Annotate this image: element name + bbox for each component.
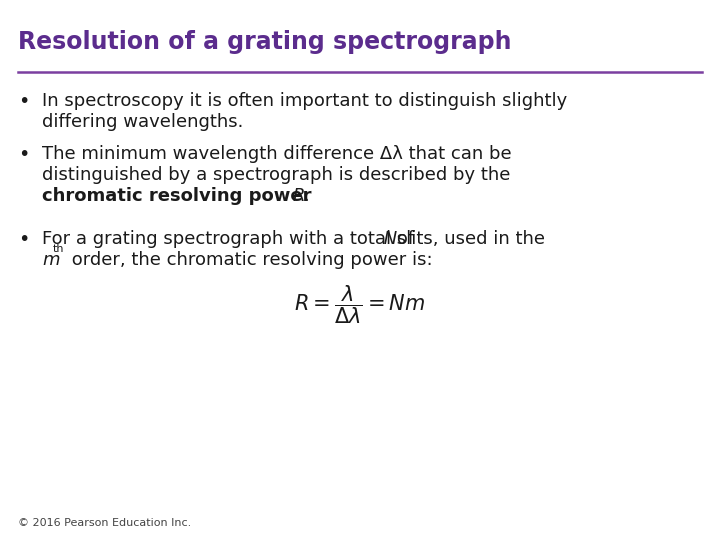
Text: The minimum wavelength difference Δλ that can be: The minimum wavelength difference Δλ tha… <box>42 145 512 163</box>
Text: •: • <box>18 230 30 249</box>
Text: •: • <box>18 145 30 164</box>
Text: For a grating spectrograph with a total of: For a grating spectrograph with a total … <box>42 230 414 248</box>
Text: th: th <box>53 244 65 254</box>
Text: slits, used in the: slits, used in the <box>391 230 545 248</box>
Text: m: m <box>42 251 60 269</box>
Text: chromatic resolving power: chromatic resolving power <box>42 187 312 205</box>
Text: Resolution of a grating spectrograph: Resolution of a grating spectrograph <box>18 30 511 54</box>
Text: order, the chromatic resolving power is:: order, the chromatic resolving power is: <box>66 251 433 269</box>
Text: © 2016 Pearson Education Inc.: © 2016 Pearson Education Inc. <box>18 518 192 528</box>
Text: In spectroscopy it is often important to distinguish slightly: In spectroscopy it is often important to… <box>42 92 567 110</box>
Text: R: R <box>293 187 305 205</box>
Text: distinguished by a spectrograph is described by the: distinguished by a spectrograph is descr… <box>42 166 510 184</box>
Text: •: • <box>18 92 30 111</box>
Text: .: . <box>303 187 309 205</box>
Text: N: N <box>378 230 397 248</box>
Text: $R = \dfrac{\lambda}{\Delta\lambda} = Nm$: $R = \dfrac{\lambda}{\Delta\lambda} = Nm… <box>294 284 426 326</box>
Text: differing wavelengths.: differing wavelengths. <box>42 113 243 131</box>
